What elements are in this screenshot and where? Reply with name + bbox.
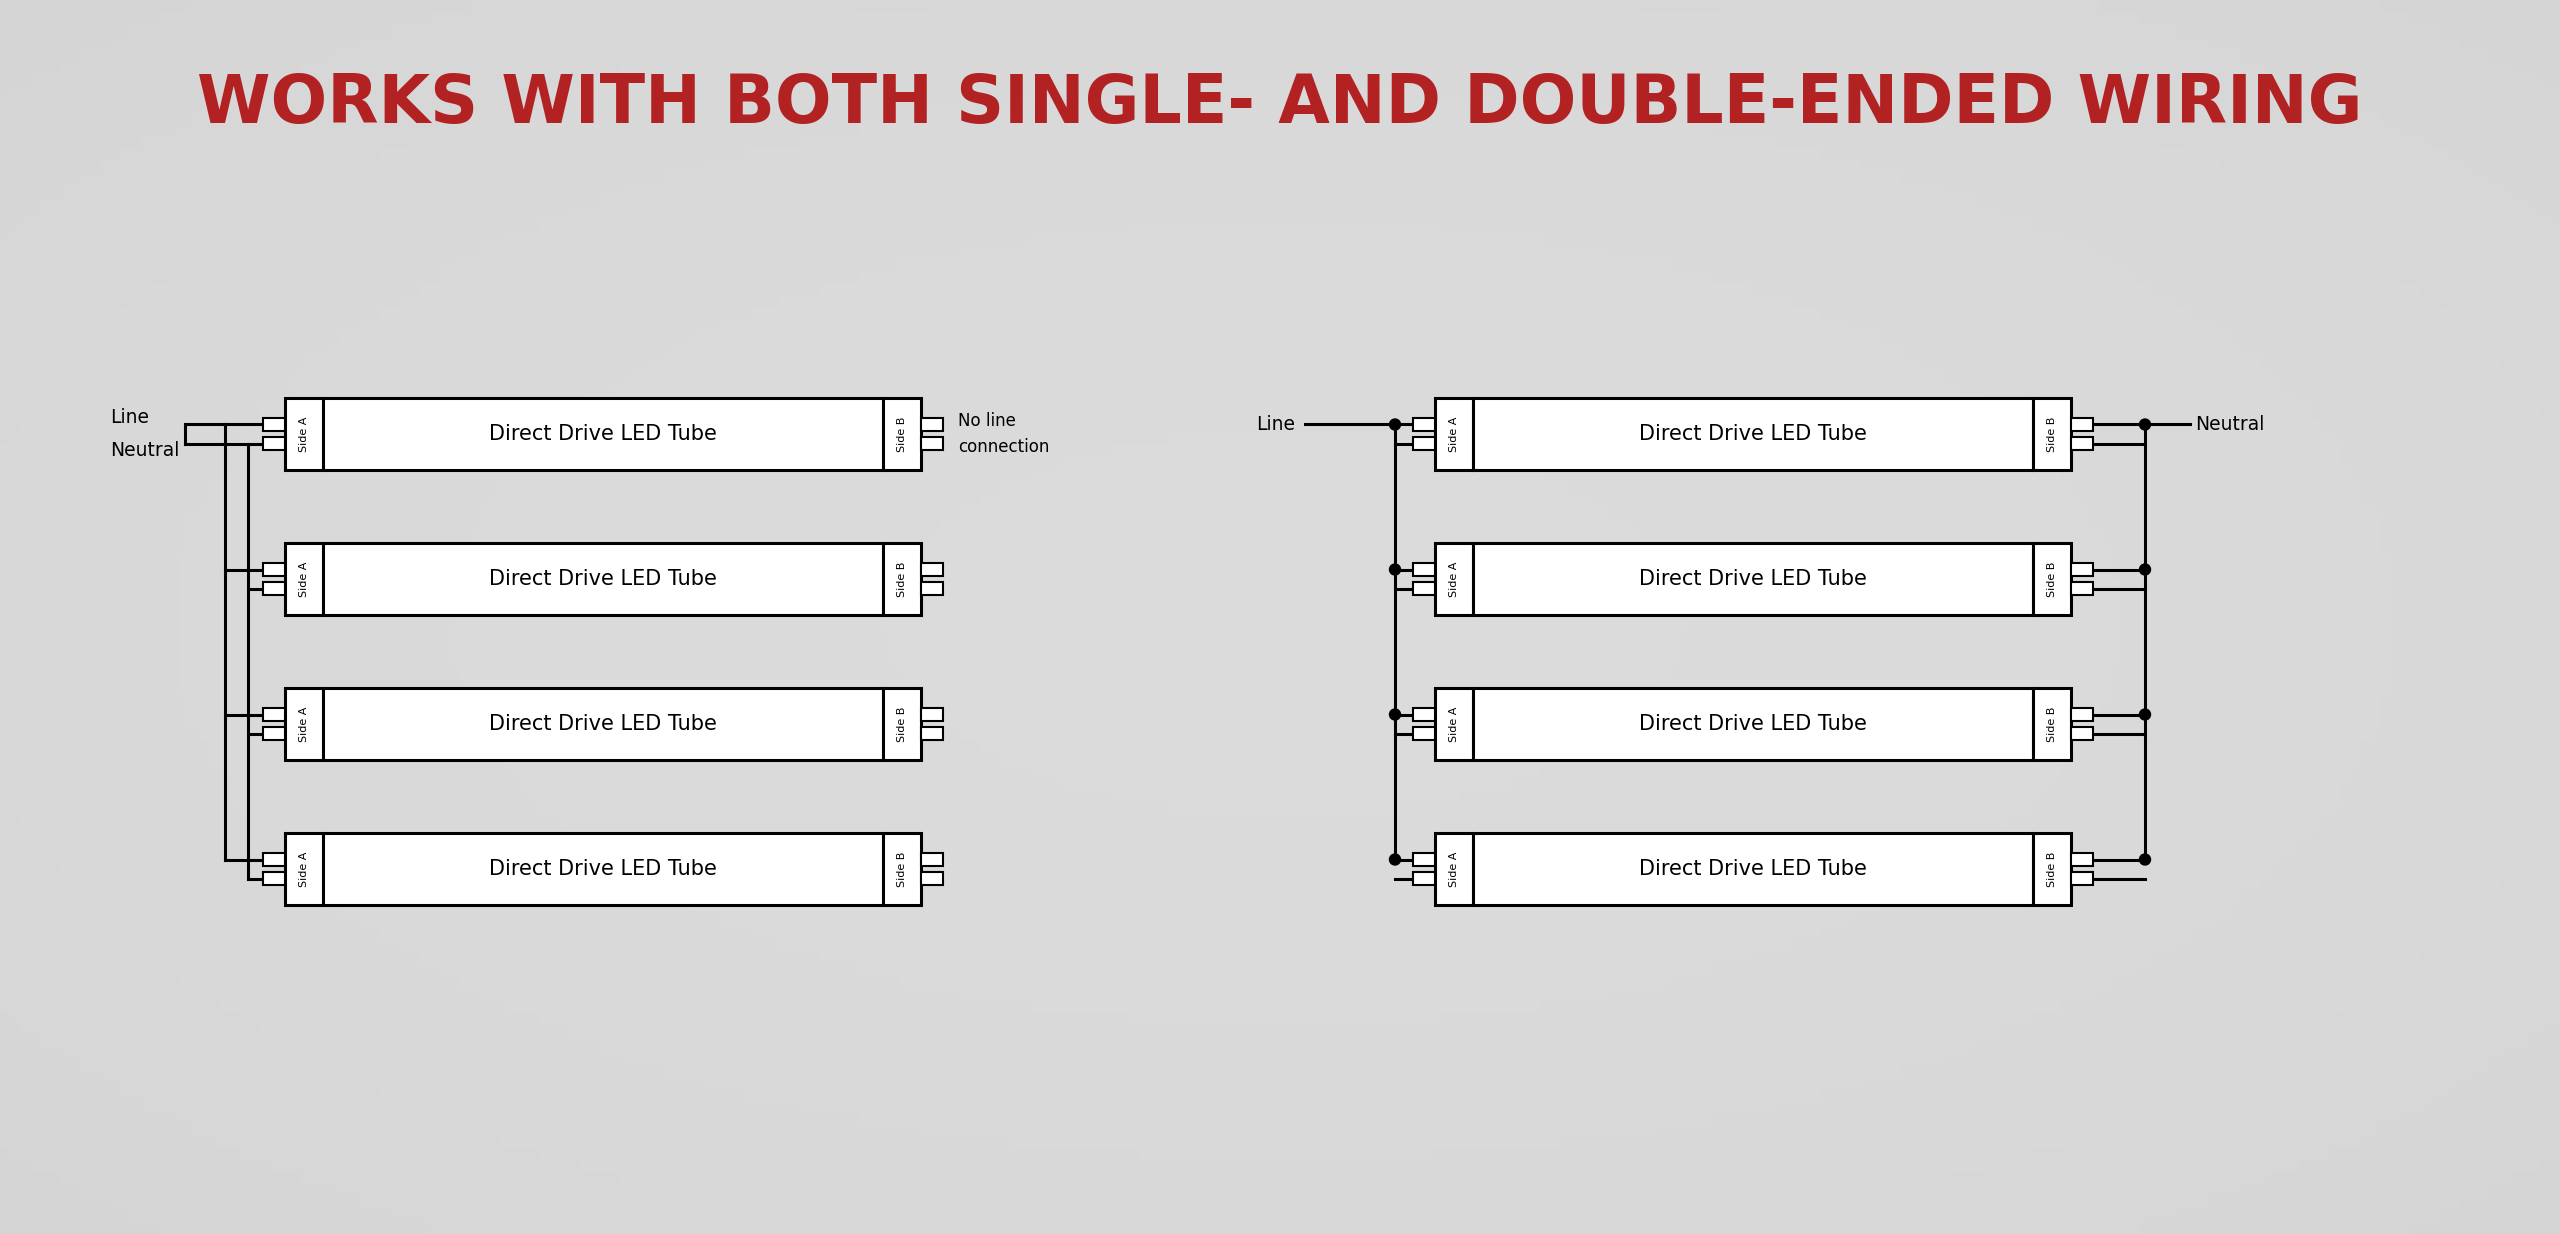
Text: Side B: Side B (2048, 416, 2058, 452)
Text: Neutral: Neutral (110, 441, 179, 460)
Text: Side B: Side B (2048, 706, 2058, 742)
Bar (264, 582, 284, 595)
Bar (323, 689, 883, 760)
Bar (264, 727, 284, 740)
Text: Direct Drive LED Tube: Direct Drive LED Tube (1638, 859, 1866, 879)
Text: Side B: Side B (896, 416, 906, 452)
Bar (922, 563, 942, 576)
Bar (2033, 543, 2071, 615)
Bar (922, 853, 942, 866)
Bar (323, 833, 883, 905)
Bar (1413, 727, 1436, 740)
Bar (1413, 437, 1436, 450)
Text: Side B: Side B (896, 851, 906, 887)
Bar (284, 833, 323, 905)
Bar (1413, 708, 1436, 721)
Text: Side A: Side A (1449, 416, 1459, 452)
Bar (1472, 689, 2033, 760)
Bar (2071, 727, 2094, 740)
Bar (922, 418, 942, 431)
Text: Side B: Side B (2048, 851, 2058, 887)
Bar (2071, 853, 2094, 866)
Text: Direct Drive LED Tube: Direct Drive LED Tube (489, 569, 717, 589)
Bar (1413, 418, 1436, 431)
Text: Side B: Side B (896, 706, 906, 742)
Text: Direct Drive LED Tube: Direct Drive LED Tube (489, 859, 717, 879)
Text: Side B: Side B (896, 561, 906, 597)
Text: Direct Drive LED Tube: Direct Drive LED Tube (489, 424, 717, 444)
Text: Line: Line (1257, 415, 1295, 434)
Bar (1436, 833, 1472, 905)
Bar (264, 437, 284, 450)
Circle shape (2140, 420, 2150, 429)
Text: Side A: Side A (1449, 706, 1459, 742)
Bar (922, 708, 942, 721)
Text: Direct Drive LED Tube: Direct Drive LED Tube (1638, 569, 1866, 589)
Circle shape (2140, 854, 2150, 865)
Bar (2033, 689, 2071, 760)
Text: Side A: Side A (1449, 851, 1459, 887)
Bar (922, 872, 942, 885)
Bar (2071, 708, 2094, 721)
Bar (1413, 872, 1436, 885)
Text: No line: No line (957, 412, 1016, 429)
Bar (1413, 582, 1436, 595)
Bar (922, 582, 942, 595)
Bar (922, 437, 942, 450)
Bar (264, 872, 284, 885)
Text: Line: Line (110, 408, 148, 427)
Bar (284, 399, 323, 470)
Circle shape (1390, 710, 1400, 719)
Bar (922, 727, 942, 740)
Bar (1472, 543, 2033, 615)
Bar (264, 708, 284, 721)
Text: Direct Drive LED Tube: Direct Drive LED Tube (1638, 714, 1866, 734)
Bar (323, 399, 883, 470)
Bar (1472, 833, 2033, 905)
Text: Side A: Side A (1449, 561, 1459, 597)
Circle shape (2140, 564, 2150, 575)
Bar (2071, 418, 2094, 431)
Circle shape (1390, 420, 1400, 429)
Bar (883, 399, 922, 470)
Text: Side A: Side A (300, 416, 310, 452)
Bar (284, 543, 323, 615)
Text: connection: connection (957, 438, 1050, 457)
Bar (264, 853, 284, 866)
Bar (1436, 689, 1472, 760)
Bar (264, 563, 284, 576)
Text: Direct Drive LED Tube: Direct Drive LED Tube (1638, 424, 1866, 444)
Bar (1413, 563, 1436, 576)
Bar (2071, 563, 2094, 576)
Bar (883, 543, 922, 615)
Bar (883, 689, 922, 760)
Circle shape (1390, 564, 1400, 575)
Text: Side B: Side B (2048, 561, 2058, 597)
Circle shape (2140, 710, 2150, 719)
Text: Side A: Side A (300, 561, 310, 597)
Bar (284, 689, 323, 760)
Bar (2071, 872, 2094, 885)
Bar (1436, 543, 1472, 615)
Circle shape (1390, 854, 1400, 865)
Text: Side A: Side A (300, 706, 310, 742)
Bar (2033, 399, 2071, 470)
Bar (2071, 437, 2094, 450)
Text: Direct Drive LED Tube: Direct Drive LED Tube (489, 714, 717, 734)
Bar (1472, 399, 2033, 470)
Text: WORKS WITH BOTH SINGLE- AND DOUBLE-ENDED WIRING: WORKS WITH BOTH SINGLE- AND DOUBLE-ENDED… (197, 72, 2363, 137)
Bar (2071, 582, 2094, 595)
Bar (323, 543, 883, 615)
Bar (1413, 853, 1436, 866)
Text: Neutral: Neutral (2194, 415, 2266, 434)
Bar (2033, 833, 2071, 905)
Text: Side A: Side A (300, 851, 310, 887)
Bar (883, 833, 922, 905)
Bar (264, 418, 284, 431)
Bar (1436, 399, 1472, 470)
